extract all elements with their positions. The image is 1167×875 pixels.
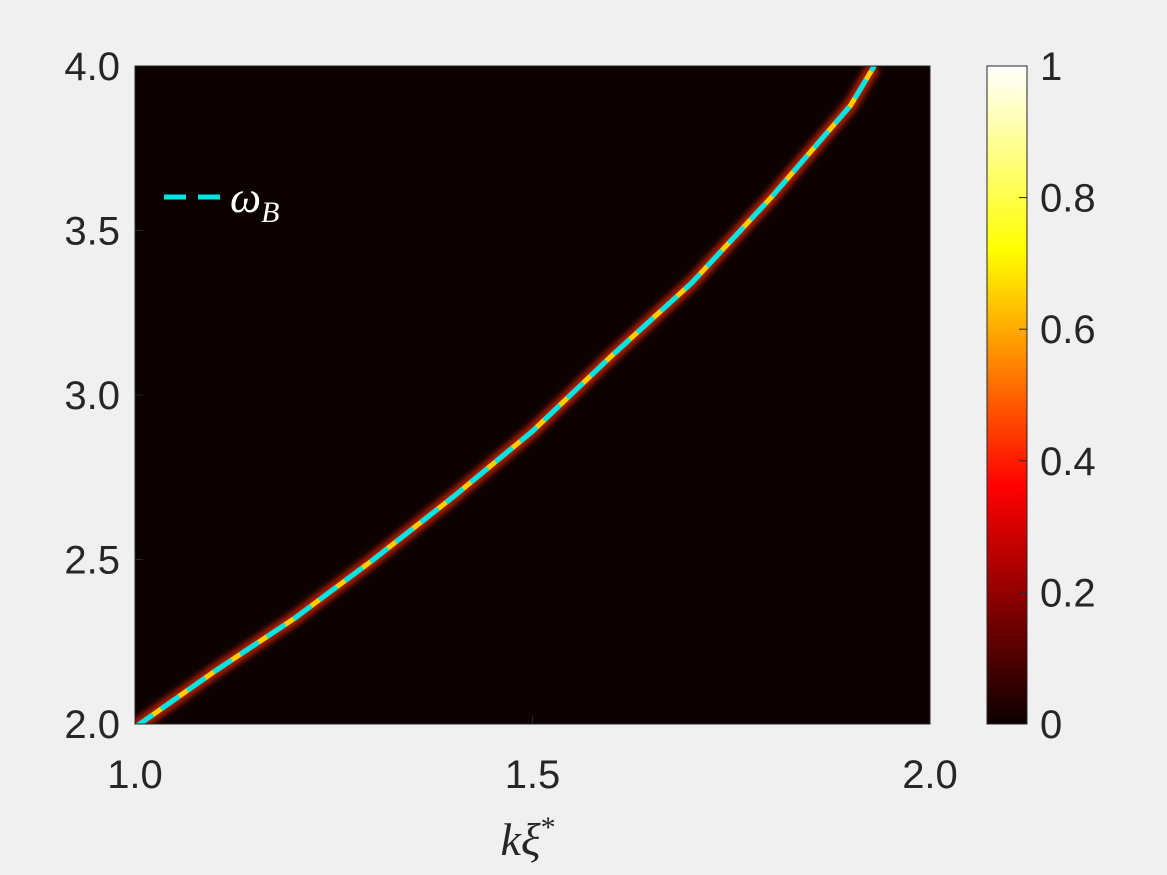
colorbar-tick-label: 0.2 [1040,571,1096,615]
y-tick-label: 3.5 [64,210,120,254]
y-tick-label: 4.0 [64,45,120,89]
x-tick-label: 2.0 [902,753,958,797]
legend-label-sub: B [261,196,279,229]
x-tick-label: 1.0 [107,753,163,797]
colorbar-tick-label: 0.8 [1040,177,1096,221]
plot-area [135,66,930,724]
colorbar-tick-label: 0.4 [1040,440,1096,484]
x-tick-label: 1.5 [505,753,561,797]
series-line-omega-b [135,66,877,724]
colorbar-tick-label: 0 [1040,703,1062,747]
y-tick-label: 2.5 [64,539,120,583]
x-axis-label: kξ* [500,811,555,865]
colorbar-ticks: 0 0.2 0.4 0.6 0.8 1 [1019,45,1096,747]
legend: ωB [164,173,279,229]
legend-label-main: ω [230,173,261,222]
y-tick-label: 3.0 [64,374,120,418]
y-axis: 2.0 2.5 3.0 3.5 4.0 [64,45,143,747]
colorbar-tick-label: 1 [1040,45,1062,89]
y-tick-label: 2.0 [64,703,120,747]
x-axis: 1.0 1.5 2.0 [107,716,958,797]
colorbar-tick-label: 0.6 [1040,308,1096,352]
legend-label: ωB [230,173,279,229]
ridge-group [135,66,881,724]
colorbar [986,65,1028,725]
